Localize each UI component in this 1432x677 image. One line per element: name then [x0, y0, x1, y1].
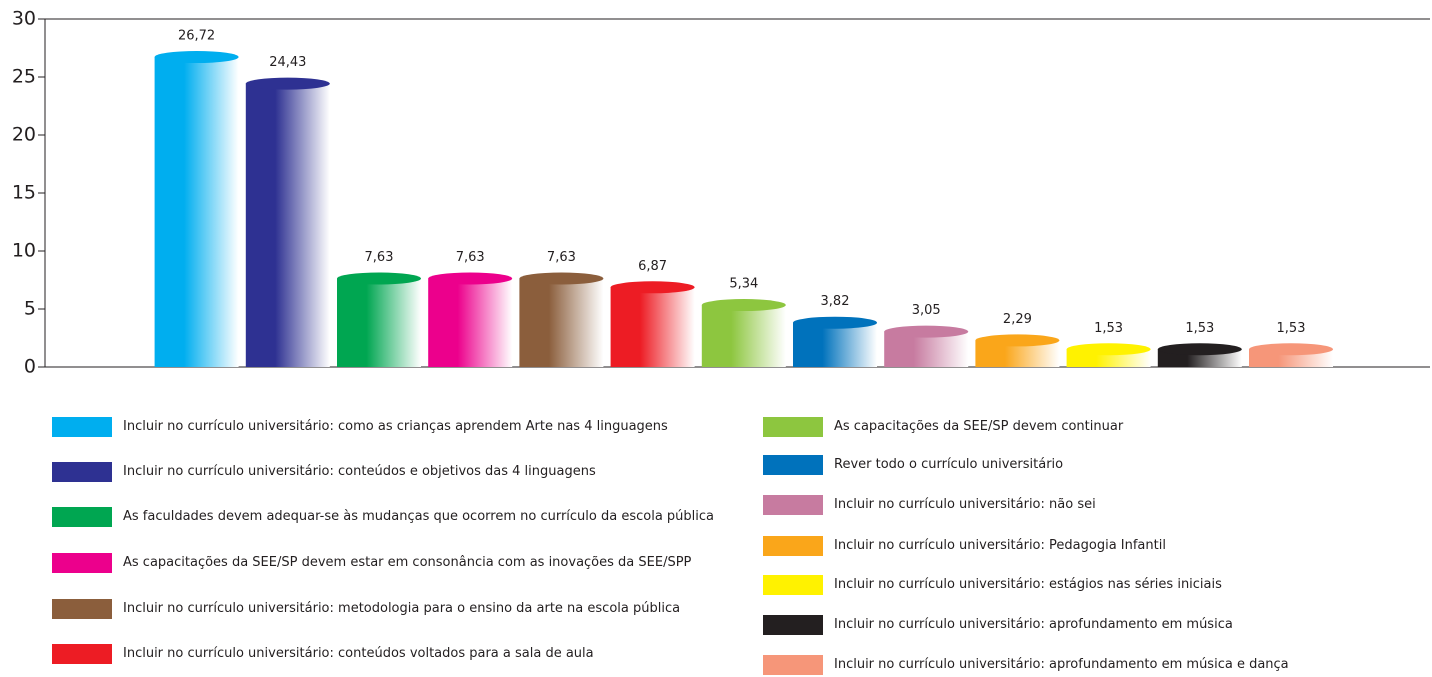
legend-item: Incluir no currículo universitário: não … — [763, 495, 1432, 515]
y-tick-label: 15 — [12, 182, 36, 204]
bar-top — [884, 325, 969, 338]
value-label: 2,29 — [1003, 312, 1032, 327]
legend-label: As capacitações da SEE/SP devem continua… — [834, 419, 1124, 434]
value-label: 1,53 — [1277, 321, 1306, 336]
value-label: 26,72 — [178, 29, 215, 44]
bar-top — [1066, 343, 1151, 356]
bar-top — [1249, 343, 1333, 356]
legend-swatch — [52, 644, 112, 664]
legend-swatch — [763, 575, 823, 595]
legend-label: Incluir no currículo universitário: Peda… — [834, 538, 1166, 553]
bar-top — [519, 272, 604, 285]
legend-item: Incluir no currículo universitário: cont… — [52, 644, 723, 664]
bar-top — [337, 272, 421, 285]
bar-top — [793, 316, 877, 329]
legend-item: Incluir no currículo universitário: está… — [763, 575, 1432, 595]
value-label: 7,63 — [547, 250, 576, 265]
chart: 0 5 10 15 20 25 30 26,72 24,43 7,63 7,63 7,63 6,87 5,… — [12, 8, 1430, 378]
legend-item: As capacitações da SEE/SP devem continua… — [763, 417, 1432, 437]
legend-item: Incluir no currículo universitário: Peda… — [763, 536, 1432, 556]
legend-label: Incluir no currículo universitário: não … — [834, 497, 1096, 512]
value-label: 1,53 — [1185, 321, 1214, 336]
legend-item: Incluir no currículo universitário: apro… — [763, 615, 1432, 635]
bar-top — [610, 281, 695, 294]
legend-swatch — [52, 553, 112, 573]
legend-label: Rever todo o currículo universitário — [834, 457, 1064, 472]
legend-label: Incluir no currículo universitário: como… — [123, 419, 668, 434]
legend-swatch — [763, 536, 823, 556]
legend-swatch — [763, 495, 823, 515]
bar — [701, 305, 786, 367]
bar-top — [1157, 343, 1242, 356]
legend-label: Incluir no currículo universitário: está… — [834, 577, 1222, 592]
legend-label: Incluir no currículo universitário: cont… — [123, 464, 596, 479]
value-label: 5,34 — [729, 277, 758, 292]
legend-item: As faculdades devem adequar-se às mudanç… — [52, 507, 723, 527]
legend-item: Rever todo o currículo universitário — [763, 455, 1432, 475]
legend-label: Incluir no currículo universitário: apro… — [834, 617, 1233, 632]
bar — [337, 278, 421, 367]
y-tick-label: 0 — [24, 356, 36, 378]
y-tick-label: 5 — [24, 298, 36, 320]
y-tick-label: 10 — [12, 240, 36, 262]
bar — [610, 287, 695, 367]
value-label: 3,05 — [912, 303, 941, 318]
value-label: 3,82 — [821, 294, 850, 309]
legend-item: Incluir no currículo universitário: cont… — [52, 462, 723, 482]
legend-label: Incluir no currículo universitário: apro… — [834, 657, 1289, 672]
legend-item: As capacitações da SEE/SP devem estar em… — [52, 553, 723, 573]
bar — [793, 322, 877, 367]
legend-item: Incluir no currículo universitário: como… — [52, 417, 723, 437]
bar — [245, 83, 330, 367]
bar-top — [975, 334, 1060, 347]
bar-top — [428, 272, 513, 285]
legend-swatch — [763, 455, 823, 475]
value-label: 24,43 — [269, 55, 306, 70]
bar — [519, 278, 604, 367]
legend-label: As capacitações da SEE/SP devem estar em… — [123, 555, 692, 570]
legend-swatch — [52, 462, 112, 482]
bar-top — [701, 299, 786, 312]
bar — [154, 57, 239, 367]
bar-top — [154, 51, 239, 64]
y-tick-label: 20 — [12, 124, 36, 146]
value-label: 7,63 — [456, 250, 485, 265]
legend-swatch — [52, 599, 112, 619]
legend-item: Incluir no currículo universitário: apro… — [763, 655, 1432, 675]
legend-label: As faculdades devem adequar-se às mudanç… — [123, 509, 715, 524]
legend-swatch — [763, 615, 823, 635]
legend-label: Incluir no currículo universitário: meto… — [123, 601, 681, 616]
value-label: 1,53 — [1094, 321, 1123, 336]
legend-label: Incluir no currículo universitário: cont… — [123, 646, 594, 661]
bar — [428, 278, 513, 367]
value-label: 6,87 — [638, 259, 667, 274]
legend-swatch — [52, 507, 112, 527]
legend-swatch — [763, 655, 823, 675]
value-label: 7,63 — [365, 250, 394, 265]
legend-swatch — [52, 417, 112, 437]
y-tick-label: 30 — [12, 8, 36, 30]
y-tick-label: 25 — [12, 66, 36, 88]
bar-top — [245, 77, 330, 90]
legend-swatch — [763, 417, 823, 437]
legend-item: Incluir no currículo universitário: meto… — [52, 599, 723, 619]
